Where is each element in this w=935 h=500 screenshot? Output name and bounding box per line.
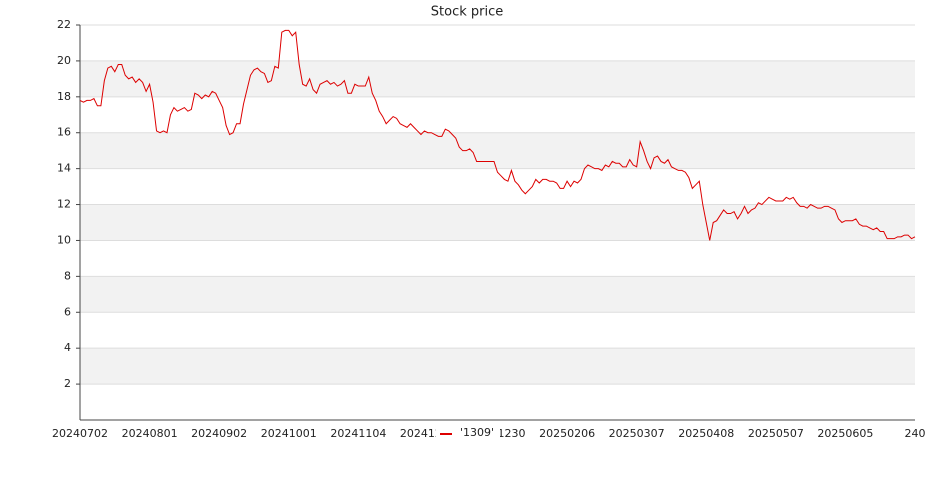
y-tick-label: 14: [57, 162, 71, 175]
grid-band: [80, 276, 915, 313]
x-tick-label: 20240702: [52, 427, 108, 440]
legend-box: [436, 424, 500, 442]
series-line: [79, 29, 916, 241]
x-tick-label: 20241001: [261, 427, 317, 440]
y-tick-label: 8: [64, 269, 71, 282]
y-tick-label: 2: [64, 377, 71, 390]
y-tick-label: 16: [57, 126, 71, 139]
legend: '1309': [436, 424, 500, 442]
y-tick-label: 22: [57, 18, 71, 31]
y-tick-label: 4: [64, 341, 71, 354]
x-tick-label: 20250206: [539, 427, 595, 440]
x-tick-label: 240: [905, 427, 926, 440]
x-tick-label: 20250507: [748, 427, 804, 440]
grid-band: [80, 348, 915, 385]
y-tick-label: 20: [57, 54, 71, 67]
y-tick-label: 10: [57, 233, 71, 246]
x-tick-label: 20250307: [609, 427, 665, 440]
x-tick-label: 20250408: [678, 427, 734, 440]
grid-band: [80, 60, 915, 97]
x-tick-label: 20240902: [191, 427, 247, 440]
x-tick-label: 20241104: [330, 427, 386, 440]
grid-band: [80, 204, 915, 241]
y-tick-label: 18: [57, 90, 71, 103]
y-tick-label: 12: [57, 198, 71, 211]
legend-label: '1309': [460, 426, 494, 439]
x-tick-label: 20250605: [817, 427, 873, 440]
x-tick-label: 20240801: [122, 427, 178, 440]
chart-title: Stock price: [431, 5, 503, 20]
grid-band: [80, 132, 915, 169]
y-tick-label: 6: [64, 305, 71, 318]
